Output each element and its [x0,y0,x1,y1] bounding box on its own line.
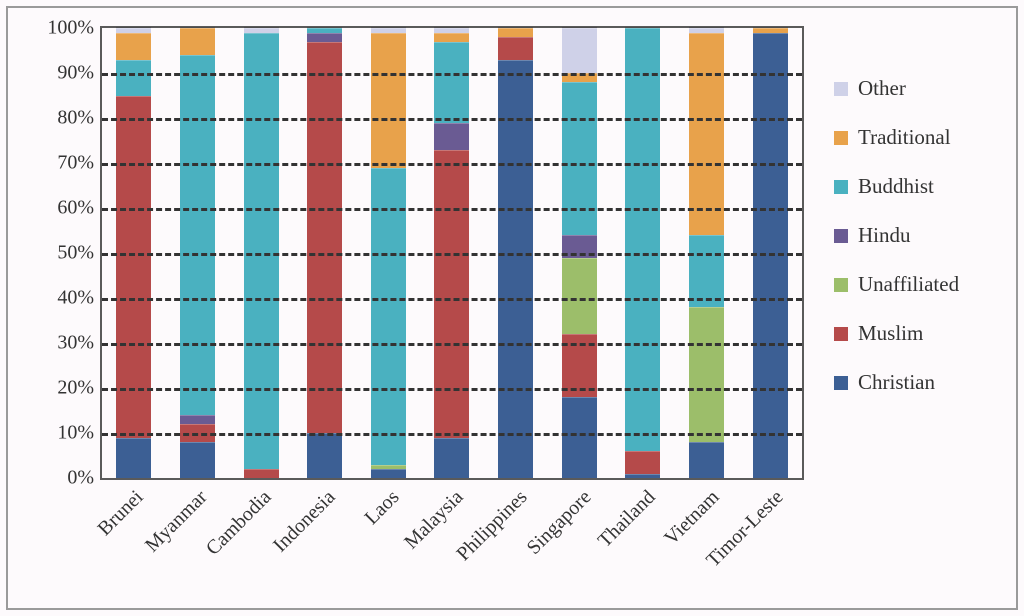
legend-item-other: Other [834,76,994,101]
bar [307,27,342,478]
legend-swatch [834,229,848,243]
legend-item-buddhist: Buddhist [834,174,994,199]
x-axis-label: Myanmar [141,486,212,557]
bar-segment-christian [625,474,660,479]
bar-segment-muslim [116,96,151,438]
legend: Other Traditional Buddhist Hindu Unaffiliate… [804,26,994,419]
legend-label: Buddhist [858,174,934,199]
plot-area: 0%10%20%30%40%50%60%70%80%90%100% [100,26,804,480]
legend-label: Other [858,76,906,101]
bar-segment-muslim [244,469,279,478]
legend-swatch [834,327,848,341]
bar-segment-muslim [625,451,660,474]
bar-segment-buddhist [371,168,406,465]
bar-segment-buddhist [562,82,597,235]
y-axis-label: 50% [32,242,94,265]
y-axis-label: 30% [32,332,94,355]
bar-segment-buddhist [434,42,469,123]
y-axis-label: 20% [32,377,94,400]
bar-segment-traditional [371,33,406,168]
legend-item-traditional: Traditional [834,125,994,150]
y-axis-label: 80% [32,107,94,130]
x-axis-label: Vietnam [660,486,724,550]
bar-segment-christian [498,60,533,479]
bar-segment-christian [180,442,215,478]
legend-swatch [834,82,848,96]
legend-swatch [834,131,848,145]
bar-segment-muslim [498,37,533,60]
legend-swatch [834,376,848,390]
y-axis-label: 0% [32,467,94,490]
x-axis-label: Brunei [94,486,149,541]
x-axis-label: Cambodia [202,486,276,560]
bar-segment-buddhist [180,55,215,415]
y-axis-label: 10% [32,422,94,445]
bar [371,27,406,478]
bar-segment-muslim [434,150,469,438]
bar-segment-christian [562,397,597,478]
x-axis-label: Singapore [523,486,597,560]
legend-label: Christian [858,370,935,395]
bar-segment-christian [434,438,469,479]
x-axis-label: Indonesia [269,486,340,557]
bar [689,27,724,478]
bar-segment-christian [116,438,151,479]
legend-item-christian: Christian [834,370,994,395]
bar-segment-traditional [498,28,533,37]
chart-row: 0%10%20%30%40%50%60%70%80%90%100% Brunei… [30,26,994,590]
bars-container [102,28,802,478]
bar [116,27,151,478]
bar [562,27,597,478]
legend-item-unaffiliated: Unaffiliated [834,272,994,297]
bar-segment-traditional [434,33,469,42]
bar-segment-christian [307,433,342,478]
y-axis-label: 70% [32,152,94,175]
bar-segment-buddhist [689,235,724,307]
bar [434,27,469,478]
legend-label: Hindu [858,223,911,248]
bar [244,27,279,478]
bar-segment-traditional [116,33,151,60]
legend-item-hindu: Hindu [834,223,994,248]
bar-segment-traditional [689,33,724,236]
bar-segment-buddhist [625,28,660,451]
y-axis-label: 40% [32,287,94,310]
y-axis-label: 90% [32,62,94,85]
bar [180,27,215,478]
bar-segment-traditional [562,73,597,82]
bar [498,27,533,478]
bar-segment-buddhist [244,33,279,470]
x-axis-label: Laos [361,486,405,530]
y-axis-label: 100% [32,17,94,40]
bar-segment-christian [371,469,406,478]
x-axis-labels: BruneiMyanmarCambodiaIndonesiaLaosMalays… [100,480,804,590]
legend-item-muslim: Muslim [834,321,994,346]
bar-segment-muslim [307,42,342,434]
bar-segment-hindu [180,415,215,424]
bar-segment-unaffiliated [689,307,724,442]
y-axis-label: 60% [32,197,94,220]
bar-segment-christian [689,442,724,478]
legend-label: Unaffiliated [858,272,959,297]
bar-segment-hindu [562,235,597,258]
bar [625,27,660,478]
bar-segment-muslim [562,334,597,397]
legend-label: Muslim [858,321,923,346]
bar-segment-buddhist [116,60,151,96]
bar-segment-traditional [180,28,215,55]
bar-segment-muslim [180,424,215,442]
bar-segment-hindu [434,123,469,150]
legend-swatch [834,278,848,292]
bar-segment-hindu [307,33,342,42]
bar-segment-unaffiliated [562,258,597,335]
plot-column: 0%10%20%30%40%50%60%70%80%90%100% Brunei… [30,26,804,590]
chart-frame: 0%10%20%30%40%50%60%70%80%90%100% Brunei… [6,6,1018,610]
legend-label: Traditional [858,125,951,150]
x-axis-label: Thailand [594,486,661,553]
bar-segment-other [562,28,597,73]
bar [753,27,788,478]
legend-swatch [834,180,848,194]
bar-segment-christian [753,33,788,479]
